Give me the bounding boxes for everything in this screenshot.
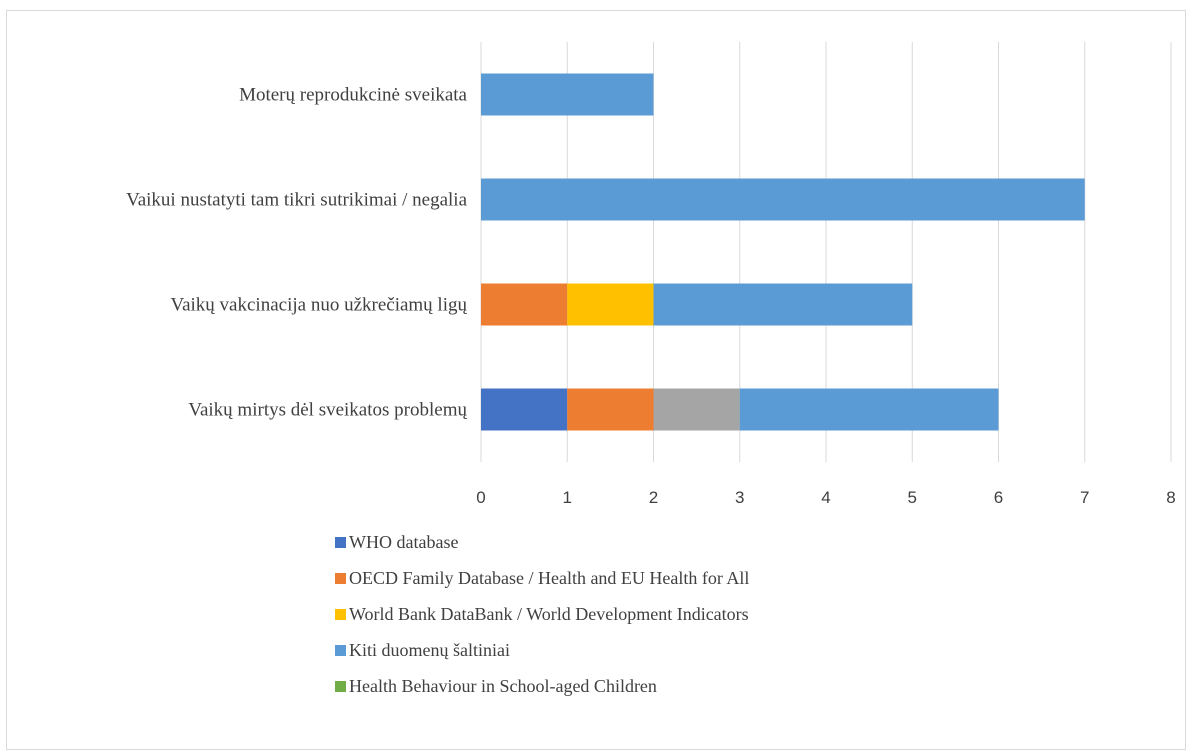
category-label: Vaikui nustatyti tam tikri sutrikimai / …	[126, 190, 467, 211]
x-tick-label: 7	[1080, 488, 1089, 507]
legend-label: World Bank DataBank / World Development …	[349, 604, 749, 624]
x-tick-label: 3	[735, 488, 744, 507]
x-axis-ticks: 0 1 2 3 4 5 6 7 8	[476, 488, 1175, 507]
legend-label: WHO database	[349, 532, 458, 552]
x-tick-label: 4	[821, 488, 830, 507]
category-label: Vaikų mirtys dėl sveikatos problemų	[188, 400, 467, 421]
bar-segment	[739, 388, 999, 431]
bar-segment	[567, 388, 654, 431]
x-tick-label: 8	[1166, 488, 1175, 507]
legend-label: Health Behaviour in School-aged Children	[349, 676, 657, 696]
bar-segment	[481, 178, 1085, 221]
legend-swatch	[335, 537, 346, 548]
bar-segment	[567, 283, 654, 326]
legend-swatch	[335, 681, 346, 692]
chart-frame: Moterų reprodukcinė sveikata Vaikui nusta…	[6, 10, 1186, 750]
legend-label: Kiti duomenų šaltiniai	[349, 640, 510, 660]
bar-segment	[653, 283, 913, 326]
bar-segment	[653, 388, 740, 431]
x-tick-label: 1	[563, 488, 572, 507]
bar-segment	[481, 283, 568, 326]
legend-swatch	[335, 645, 346, 656]
bars	[481, 73, 1085, 431]
category-label: Moterų reprodukcinė sveikata	[239, 85, 467, 106]
x-tick-label: 5	[908, 488, 917, 507]
stacked-bar-chart: Moterų reprodukcinė sveikata Vaikui nusta…	[126, 42, 1176, 696]
category-labels: Moterų reprodukcinė sveikata Vaikui nusta…	[126, 85, 467, 421]
x-tick-label: 6	[994, 488, 1003, 507]
legend-label: OECD Family Database / Health and EU Hea…	[349, 568, 749, 588]
legend-swatch	[335, 609, 346, 620]
legend: WHO database OECD Family Database / Healt…	[335, 532, 749, 696]
legend-swatch	[335, 573, 346, 584]
bar-segment	[481, 73, 654, 116]
x-tick-label: 2	[649, 488, 658, 507]
x-tick-label: 0	[476, 488, 485, 507]
bar-segment	[481, 388, 568, 431]
category-label: Vaikų vakcinacija nuo užkrečiamų ligų	[170, 295, 467, 316]
